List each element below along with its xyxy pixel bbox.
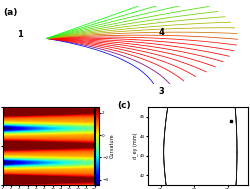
- Text: (c): (c): [118, 101, 131, 110]
- Y-axis label: Curvature: Curvature: [110, 134, 115, 159]
- Y-axis label: d_ey (mm): d_ey (mm): [132, 133, 138, 160]
- Text: 4: 4: [159, 28, 164, 37]
- Text: 1: 1: [17, 30, 23, 39]
- Text: (a): (a): [4, 8, 18, 17]
- Text: 3: 3: [159, 87, 164, 96]
